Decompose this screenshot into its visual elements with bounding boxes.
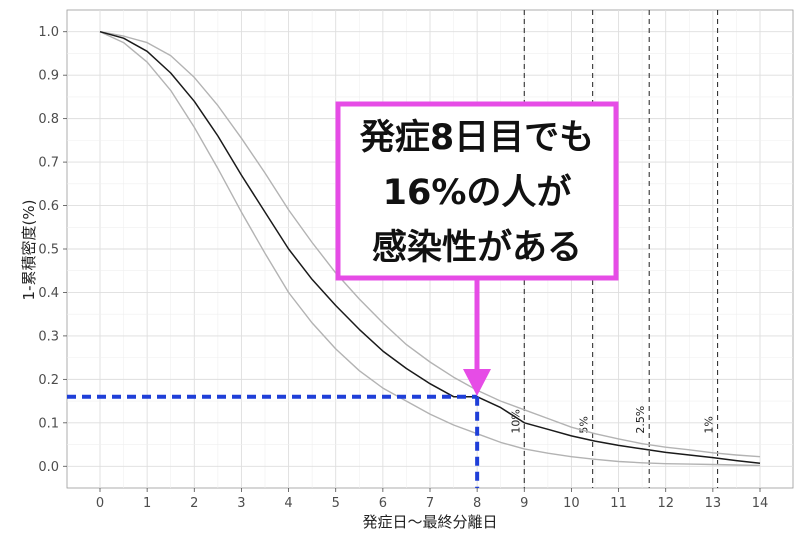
x-axis-title: 発症日〜最終分離日 <box>362 513 497 531</box>
callout-line-3: 感染性がある <box>372 228 582 268</box>
y-axis-ticks: 0.0 0.1 0.2 0.3 0.4 0.5 0.6 0.7 0.8 0.9 1.0 <box>38 25 67 475</box>
x-tick-label: 7 <box>426 496 434 511</box>
callout-line-1: 発症8日目でも <box>359 118 594 158</box>
y-tick-label: 0.1 <box>38 416 59 431</box>
callout-arrow-head <box>463 369 491 396</box>
series-line-lower <box>99 31 761 467</box>
x-tick-label: 11 <box>610 496 627 511</box>
x-tick-label: 2 <box>190 496 198 511</box>
series-line-estimate <box>99 30 761 464</box>
x-tick-label: 3 <box>237 496 245 511</box>
callout-line-2: 16%の人が <box>383 173 572 213</box>
y-axis-title: 1-累積密度(%) <box>20 200 38 301</box>
x-tick-label: 13 <box>705 496 722 511</box>
y-tick-label: 0.8 <box>38 112 59 127</box>
x-tick-label: 4 <box>284 496 292 511</box>
x-axis-ticks: 0 1 2 3 4 5 6 7 8 9 10 11 12 13 14 <box>96 488 768 511</box>
threshold-label: 1% <box>703 416 716 433</box>
callout: 発症8日目でも 16%の人が 感染性がある <box>335 101 619 396</box>
x-tick-label: 8 <box>473 496 481 511</box>
y-tick-label: 0.3 <box>38 329 59 344</box>
series-line-upper <box>99 31 761 458</box>
x-tick-label: 12 <box>657 496 674 511</box>
x-tick-label: 5 <box>332 496 340 511</box>
y-tick-label: 0.4 <box>38 286 59 301</box>
x-tick-label: 10 <box>563 496 580 511</box>
callout-box <box>335 101 619 281</box>
x-tick-label: 9 <box>520 496 528 511</box>
y-tick-label: 0.2 <box>38 373 59 388</box>
threshold-label: 10% <box>509 409 522 433</box>
x-tick-label: 6 <box>379 496 387 511</box>
y-tick-label: 0.6 <box>38 199 59 214</box>
curves <box>99 30 761 467</box>
y-tick-label: 0.9 <box>38 69 59 84</box>
y-tick-label: 0.7 <box>38 156 59 171</box>
threshold-label: 2.5% <box>634 406 647 434</box>
highlight-marker <box>67 394 480 488</box>
x-tick-label: 0 <box>96 496 104 511</box>
y-tick-label: 1.0 <box>38 25 59 40</box>
y-tick-label: 0.0 <box>38 460 59 475</box>
y-tick-label: 0.5 <box>38 243 59 258</box>
x-tick-label: 14 <box>752 496 769 511</box>
x-tick-label: 1 <box>143 496 151 511</box>
